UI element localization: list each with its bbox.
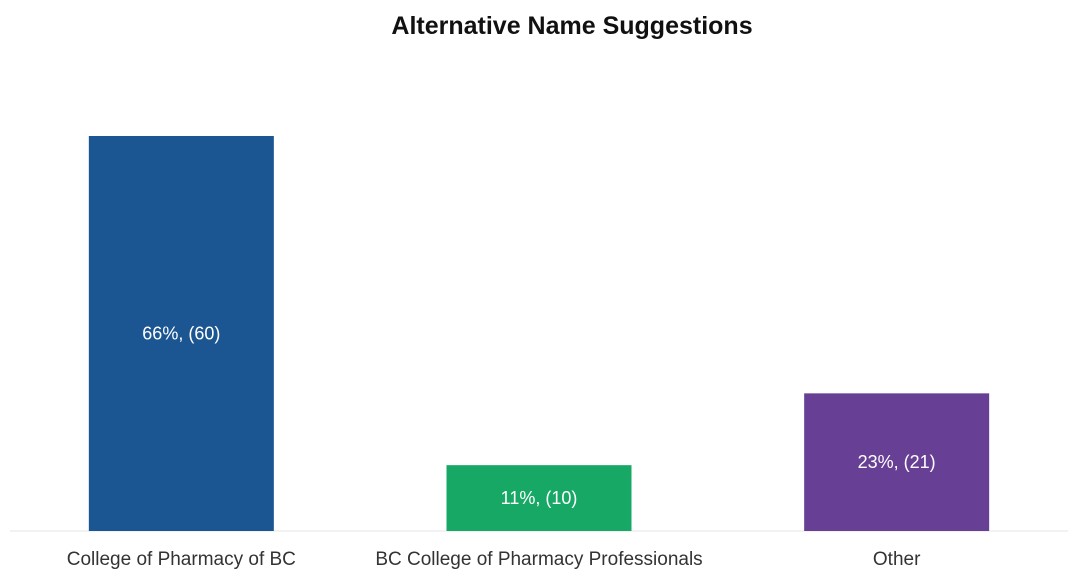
labels-group: 66%, (60) College of Pharmacy of BC 11%, (… bbox=[67, 324, 936, 571]
x-tick-label-college-of-pharmacy-of-bc: College of Pharmacy of BC bbox=[67, 549, 296, 570]
bar-college-of-pharmacy-of-bc bbox=[88, 136, 274, 531]
data-label-bc-college-of-pharmacy-professionals: 11%, (10) bbox=[501, 488, 578, 508]
bar-other bbox=[804, 393, 990, 531]
bars-group bbox=[88, 136, 990, 531]
x-tick-label-other: Other bbox=[873, 549, 921, 570]
x-tick-label-bc-college-of-pharmacy-professionals: BC College of Pharmacy Professionals bbox=[375, 549, 702, 570]
data-label-other: 23%, (21) bbox=[858, 452, 936, 472]
chart-title: Alternative Name Suggestions bbox=[391, 12, 753, 40]
data-label-college-of-pharmacy-of-bc: 66%, (60) bbox=[142, 324, 220, 344]
bar-bc-college-of-pharmacy-professionals bbox=[446, 465, 632, 531]
